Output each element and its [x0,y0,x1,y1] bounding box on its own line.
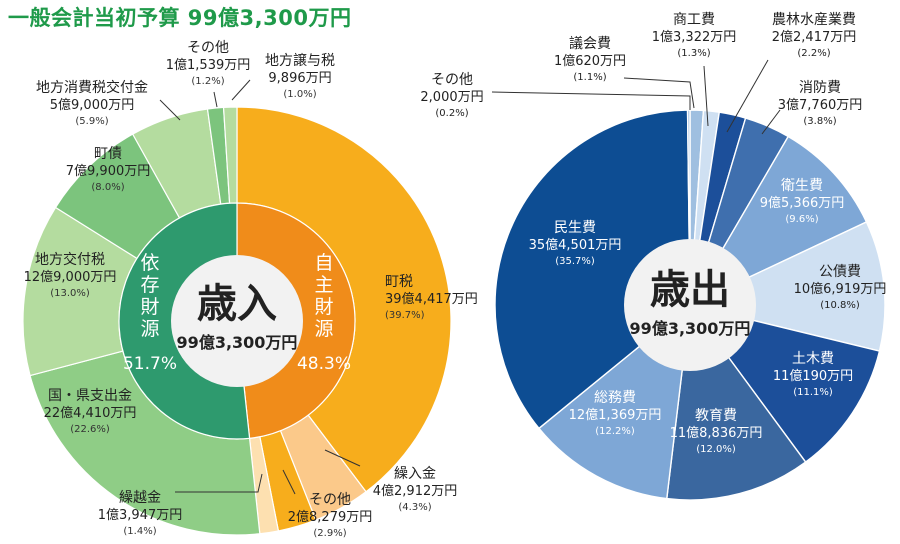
revenue-leader-1 [324,449,361,467]
revenue-label-2-name: その他 [309,492,351,508]
revenue-label-9-name: 地方譲与税 [265,53,335,69]
expense-label-10-name: その他 [431,72,473,88]
expense-slice-5 [687,221,886,352]
expense-label-8-name: 総務費 [594,390,636,406]
expense-leader-1 [703,65,709,127]
inner-dependent-char: 源 [140,318,159,340]
inner-dependent-char: 存 [140,274,159,296]
expense-label-0-amount: 1億620万円 [554,53,626,69]
inner-own-char: 自 [314,252,333,274]
page-title: 一般会計当初予算 99億3,300万円 [8,6,352,30]
expense-label-3-pct: (3.8%) [803,116,836,127]
revenue-label-8-pct: (1.2%) [191,76,224,87]
expense-label-6-amount: 11億190万円 [773,368,853,384]
expense-label-10-amount: 2,000万円 [420,90,483,105]
expense-label-0-name: 議会費 [569,35,611,52]
expense-leader-2 [726,59,769,133]
revenue-label-5-pct: (13.0%) [50,288,90,299]
revenue-label-7-amount: 5億9,000万円 [50,97,135,113]
revenue-label-4-amount: 22億4,410万円 [44,405,137,421]
revenue-leader-8 [213,91,218,108]
expense-label-4-name: 衛生費 [781,178,823,194]
revenue-label-8-name: その他 [187,40,229,56]
revenue-center [171,255,303,387]
expense-label-4-pct: (9.6%) [785,214,818,225]
expense-label-9-name: 民生費 [554,220,596,236]
inner-dependent-char: 依 [140,252,159,274]
expense-label-6-name: 土木費 [792,351,834,367]
expense-label-2-name: 農林水産業費 [772,12,856,28]
expense-label-9-amount: 35億4,501万円 [529,237,622,253]
revenue-leader-2 [282,469,296,495]
expense-label-5-name: 公債費 [819,264,861,280]
revenue-label-0-pct: (39.7%) [385,310,425,321]
expense-label-8-pct: (12.2%) [595,426,635,437]
expense-leader-0 [623,77,695,109]
revenue-title: 歳入 [197,281,277,327]
revenue-leader-7 [159,99,181,121]
revenue-label-9-amount: 9,896万円 [268,71,331,86]
revenue-label-2-pct: (2.9%) [313,528,346,539]
expense-label-8-amount: 12億1,369万円 [569,407,662,423]
revenue-label-3-pct: (1.4%) [123,526,156,537]
revenue-label-6-amount: 7億9,900万円 [66,163,151,179]
revenue-label-3-name: 繰越金 [119,490,161,506]
expense-label-5-amount: 10億6,919万円 [794,281,887,297]
revenue-label-6-pct: (8.0%) [91,182,124,193]
revenue-label-6-name: 町債 [94,146,122,162]
revenue-label-3-amount: 1億3,947万円 [98,507,183,523]
revenue-label-4-name: 国・県支出金 [48,388,132,404]
expense-label-6-pct: (11.1%) [793,387,833,398]
expense-label-7-pct: (12.0%) [696,444,736,455]
inner-own-pct: 48.3% [297,354,351,374]
expense-label-2-amount: 2億2,417万円 [772,29,857,45]
expense-label-0-pct: (1.1%) [573,72,606,83]
expense-label-1-amount: 1億3,322万円 [652,29,737,45]
expense-label-3-amount: 3億7,760万円 [778,97,863,113]
expense-label-7-amount: 11億8,836万円 [670,425,763,441]
expense-label-10-pct: (0.2%) [435,108,468,119]
expense-label-3-name: 消防費 [799,80,841,96]
expense-label-1-name: 商工費 [673,12,715,28]
revenue-label-8-amount: 1億1,539万円 [166,57,251,73]
revenue-label-9-pct: (1.0%) [283,89,316,100]
revenue-label-0-amount: 39億4,417万円 [385,291,478,307]
inner-own-char: 財 [314,296,333,318]
expense-slice-9 [494,109,691,430]
inner-dependent-char: 財 [140,296,159,318]
expense-total: 99億3,300万円 [630,319,751,338]
revenue-label-7-name: 地方消費税交付金 [36,79,148,96]
expense-label-2-pct: (2.2%) [797,48,830,59]
revenue-label-5-amount: 12億9,000万円 [24,269,117,285]
revenue-total: 99億3,300万円 [177,333,298,352]
revenue-label-4-pct: (22.6%) [70,424,110,435]
expense-label-7-name: 教育費 [695,408,737,424]
revenue-leader-9 [231,79,251,101]
expense-leader-3 [761,109,781,135]
revenue-label-1-amount: 4億2,912万円 [373,483,458,499]
revenue-label-5-name: 地方交付税 [35,251,105,268]
revenue-leader-3 [175,473,263,493]
revenue-label-2-amount: 2億8,279万円 [288,509,373,525]
revenue-label-0-name: 町税 [385,274,413,290]
expense-leader-10 [491,91,691,110]
inner-dependent-pct: 51.7% [123,354,177,374]
inner-own-char: 主 [314,274,333,296]
expense-center [624,239,756,371]
expense-label-5-pct: (10.8%) [820,300,860,311]
expense-label-1-pct: (1.3%) [677,48,710,59]
revenue-label-7-pct: (5.9%) [75,116,108,127]
expense-label-9-pct: (35.7%) [555,256,595,267]
expense-title: 歳出 [650,267,730,313]
revenue-label-1-name: 繰入金 [394,466,436,482]
inner-dependent: 依存財源依存財源51.7% [123,252,177,374]
inner-own-char: 源 [314,318,333,340]
expense-label-4-amount: 9億5,366万円 [760,195,845,211]
inner-own: 自主財源自主財源48.3% [297,252,351,374]
revenue-label-1-pct: (4.3%) [398,502,431,513]
